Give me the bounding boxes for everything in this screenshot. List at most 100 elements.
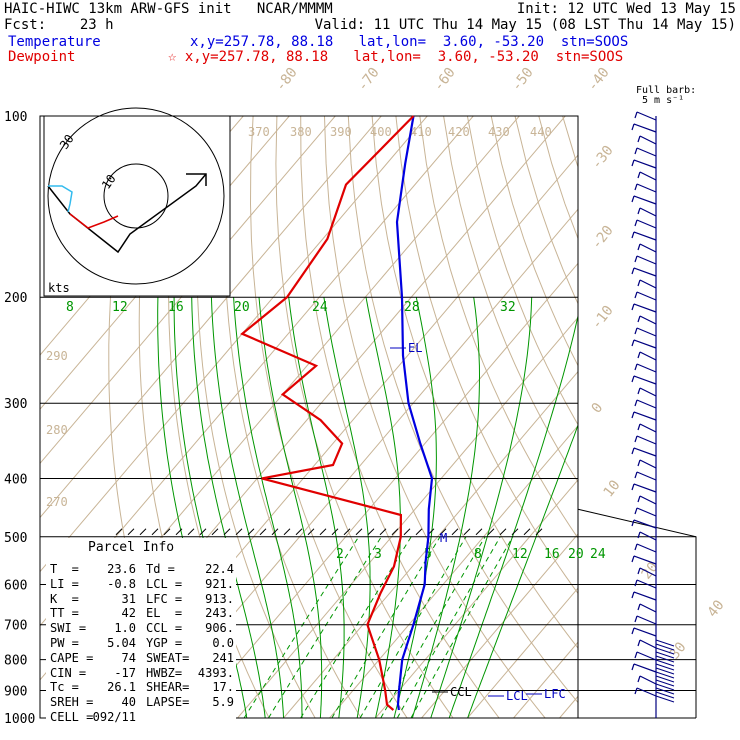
- mixing-ratio-label: 24: [312, 300, 328, 315]
- dry-adiabat-line: [324, 116, 546, 718]
- isotherm-line: [40, 116, 336, 465]
- isotherm-line: [283, 370, 578, 718]
- wind-barb: [634, 255, 638, 263]
- parcel-info-cell: CELL =: [50, 710, 94, 724]
- isotherm-label: -10: [589, 303, 617, 333]
- mixing-ratio-label: 16: [544, 547, 560, 562]
- parcel-info-cell: 906.: [205, 621, 234, 636]
- parcel-info-cell: -0.8: [107, 576, 136, 591]
- parcel-info-cell: HWBZ=: [146, 665, 183, 680]
- dry-adiabat-line: [196, 116, 316, 718]
- wind-barb: [631, 519, 635, 527]
- parcel-info-cell: 17.: [212, 680, 234, 695]
- hodograph-ring: [47, 107, 225, 285]
- isotherm-line: [237, 316, 578, 718]
- hodograph-ring-label: 30: [57, 132, 77, 152]
- wind-barb: [636, 255, 657, 265]
- parcel-info-cell: K =: [50, 591, 79, 606]
- wind-barb: [639, 171, 657, 181]
- wind-barb: [655, 663, 675, 671]
- level-tick-mark: [115, 528, 123, 536]
- level-tick-mark: [499, 528, 507, 536]
- wind-barb: [631, 195, 635, 203]
- parcel-info-cell: LAPSE=: [146, 695, 190, 710]
- barb-key: Full barb: 5 m s⁻¹: [636, 86, 740, 106]
- level-tick-mark: [163, 528, 171, 536]
- parcel-info-cell: 31: [121, 591, 136, 606]
- parcel-info-cell: TT =: [50, 606, 79, 621]
- pressure-tick-label: 700: [4, 619, 27, 634]
- wind-barb: [655, 679, 675, 687]
- wind-barb: [637, 351, 641, 359]
- pressure-tick-label: 200: [4, 291, 27, 306]
- pressure-tick-label: 600: [4, 578, 27, 593]
- wind-barb: [633, 159, 657, 169]
- wind-barb: [636, 111, 657, 121]
- wind-barb: [633, 267, 657, 277]
- level-tick-mark: [175, 528, 183, 536]
- init-time: Init: 12 UTC Wed 13 May 15: [516, 1, 736, 17]
- wind-barb: [633, 231, 657, 241]
- wind-barb: [636, 471, 657, 481]
- parcel-info-row: TT = 42 EL = 243.: [50, 606, 236, 621]
- pressure-tick-label: 100: [4, 110, 27, 125]
- wind-barb: [639, 135, 657, 145]
- header: HAIC-HIWC 13km ARW-GFS init NCAR/MMMM In…: [0, 0, 740, 65]
- hodograph-trace-low: [48, 185, 73, 213]
- isotherm-line: [40, 116, 428, 573]
- level-tick-mark: [223, 528, 231, 536]
- wind-barb: [639, 207, 657, 217]
- wind-barb: [634, 579, 638, 587]
- wind-barb: [637, 171, 641, 179]
- moist-adiabat-line: [467, 423, 578, 718]
- mixing-ratio-label: 20: [568, 547, 584, 562]
- wind-barb: [637, 567, 641, 575]
- wind-barb: [631, 447, 635, 455]
- isotherm-line: [513, 641, 578, 718]
- wind-barb: [631, 123, 635, 131]
- wind-barb: [631, 591, 635, 599]
- parcel-info-row: CIN = -17 HWBZ= 4393.: [50, 666, 236, 681]
- wind-barb: [634, 687, 638, 695]
- level-tick-mark: [511, 528, 519, 536]
- isotherm-label: -60: [431, 65, 459, 95]
- wind-barb: [634, 291, 638, 299]
- pressure-tick-label: 1000: [4, 712, 35, 727]
- level-tick-mark: [535, 528, 543, 536]
- isotherm-label: -50: [509, 65, 537, 95]
- wind-barb: [655, 687, 675, 695]
- wind-barb: [636, 183, 657, 193]
- parcel-info-cell: 5.04: [107, 636, 136, 650]
- wind-barb: [636, 327, 657, 337]
- annotation-label: EL: [408, 341, 422, 355]
- isotherm-line: [559, 695, 578, 718]
- isotherm-label: -80: [273, 65, 301, 95]
- mixing-ratio-label: 8: [66, 300, 74, 315]
- wind-barb: [639, 423, 657, 433]
- theta-label: 400: [370, 125, 392, 139]
- mixing-ratio-line: [359, 536, 467, 718]
- level-tick-mark: [415, 528, 423, 536]
- wind-barb: [633, 411, 657, 421]
- parcel-info-row: LI = -0.8 LCL = 921.: [50, 577, 236, 592]
- temperature-profile: [395, 115, 434, 711]
- wind-barb: [639, 279, 657, 289]
- dry-adiabat-line: [610, 116, 740, 718]
- level-tick-mark: [187, 528, 195, 536]
- parcel-info-row: PW = 5.04 YGP = 0.0: [50, 636, 236, 651]
- parcel-info-cell: 74: [121, 650, 136, 665]
- wind-barb: [633, 123, 657, 133]
- theta-label: 280: [46, 423, 68, 437]
- wind-barb: [636, 363, 657, 373]
- wind-barb: [655, 659, 675, 667]
- dry-adiabat-line: [347, 116, 578, 704]
- level-tick-mark: [487, 528, 495, 536]
- wind-barb: [636, 579, 657, 589]
- wind-barb: [655, 667, 675, 675]
- annotation-label: LCL: [506, 689, 528, 703]
- wind-barb: [631, 627, 635, 635]
- wind-barb: [655, 683, 675, 691]
- wind-barb: [631, 339, 635, 347]
- parcel-info-cell: 26.1: [107, 680, 136, 695]
- wind-barb: [634, 363, 638, 371]
